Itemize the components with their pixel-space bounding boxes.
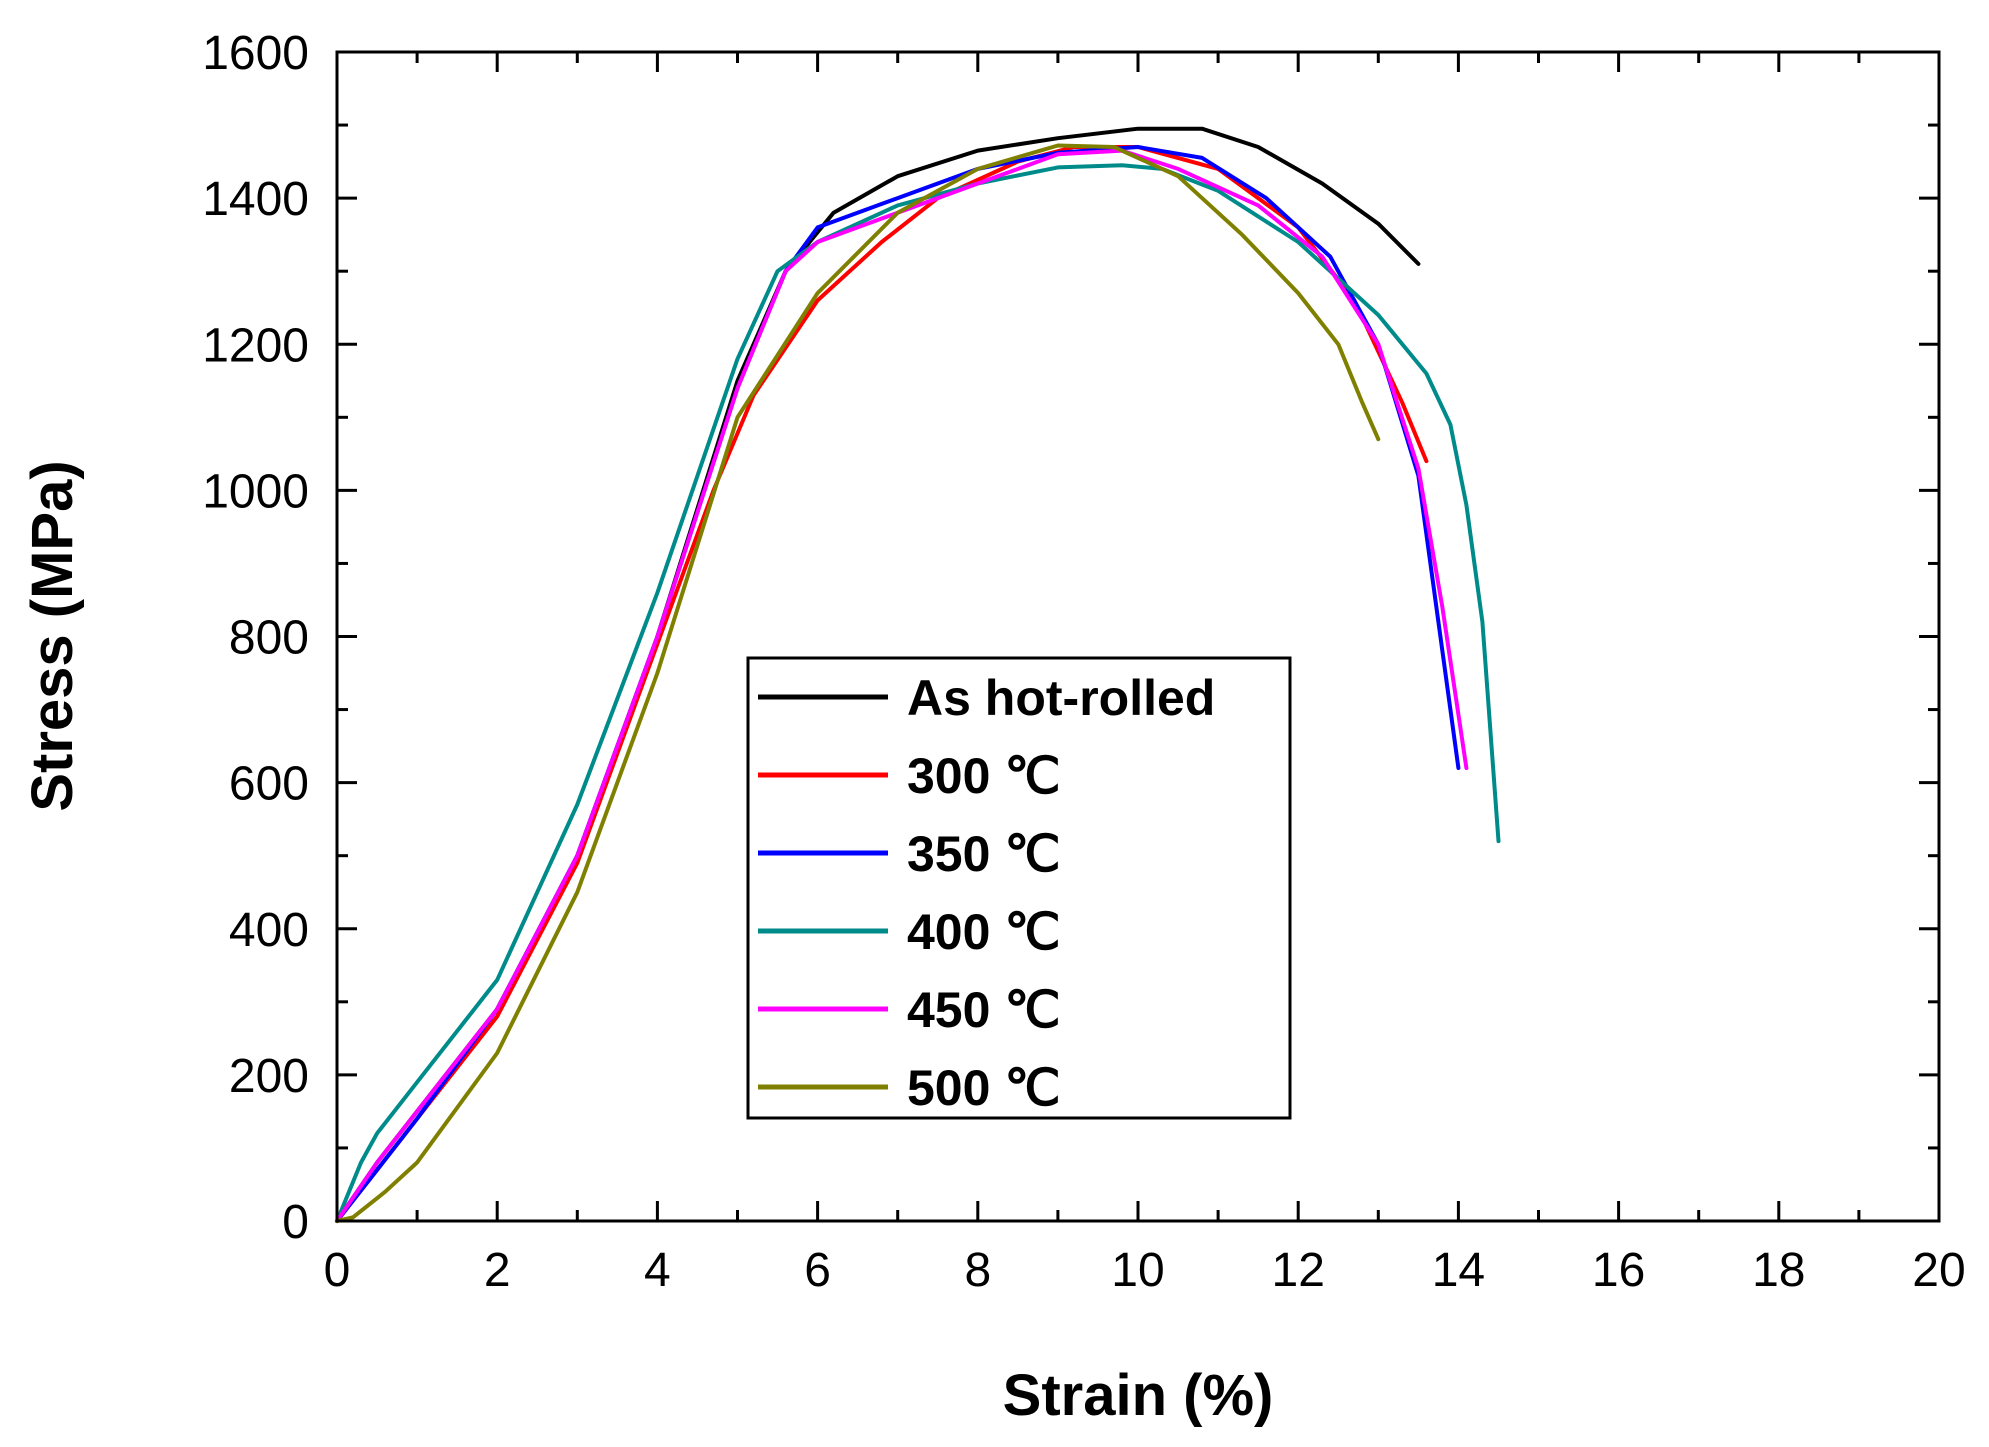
legend-label-1: 300 ℃ bbox=[907, 748, 1060, 804]
x-tick-label: 2 bbox=[484, 1244, 511, 1297]
x-tick-label: 18 bbox=[1752, 1244, 1805, 1297]
legend: As hot-rolled 300 ℃ 350 ℃ 400 ℃ 450 ℃ 500 ℃ bbox=[746, 656, 1292, 1120]
x-tick-label: 14 bbox=[1432, 1244, 1485, 1297]
x-tick-label: 0 bbox=[324, 1244, 351, 1297]
series-lines bbox=[335, 126, 1501, 1223]
x-tick-label: 6 bbox=[804, 1244, 831, 1297]
y-axis-title: Stress (MPa) bbox=[20, 460, 85, 811]
legend-label-0: As hot-rolled bbox=[907, 670, 1215, 726]
legend-label-2: 350 ℃ bbox=[907, 826, 1060, 882]
plot-frame bbox=[335, 50, 1941, 1223]
y-tick-labels: 0 200 400 600 800 1000 1200 1400 1600 bbox=[202, 27, 309, 1249]
legend-label-4: 450 ℃ bbox=[907, 982, 1060, 1038]
x-tick-label: 8 bbox=[964, 1244, 991, 1297]
x-tick-label: 16 bbox=[1592, 1244, 1645, 1297]
legend-label-3: 400 ℃ bbox=[907, 904, 1060, 960]
y-tick-label: 600 bbox=[229, 758, 309, 811]
series-line-5 bbox=[335, 143, 1381, 1223]
y-tick-label: 0 bbox=[282, 1196, 309, 1249]
legend-box bbox=[746, 656, 1292, 1120]
legend-label-5: 500 ℃ bbox=[907, 1060, 1060, 1116]
y-tick-label: 1200 bbox=[202, 319, 309, 372]
x-tick-label: 4 bbox=[644, 1244, 671, 1297]
x-tick-label: 12 bbox=[1272, 1244, 1325, 1297]
series-line-4 bbox=[335, 148, 1469, 1223]
y-tick-label: 1000 bbox=[202, 465, 309, 518]
x-tick-label: 10 bbox=[1111, 1244, 1164, 1297]
x-tick-labels: 0 2 4 6 8 10 12 14 16 18 20 bbox=[324, 1244, 1966, 1297]
x-axis-title: Strain (%) bbox=[1003, 1363, 1274, 1428]
x-tick-label: 20 bbox=[1912, 1244, 1965, 1297]
y-tick-label: 400 bbox=[229, 904, 309, 957]
y-tick-label: 1400 bbox=[202, 173, 309, 226]
y-tick-label: 200 bbox=[229, 1050, 309, 1103]
y-tick-label: 800 bbox=[229, 612, 309, 665]
y-tick-label: 1600 bbox=[202, 27, 309, 80]
